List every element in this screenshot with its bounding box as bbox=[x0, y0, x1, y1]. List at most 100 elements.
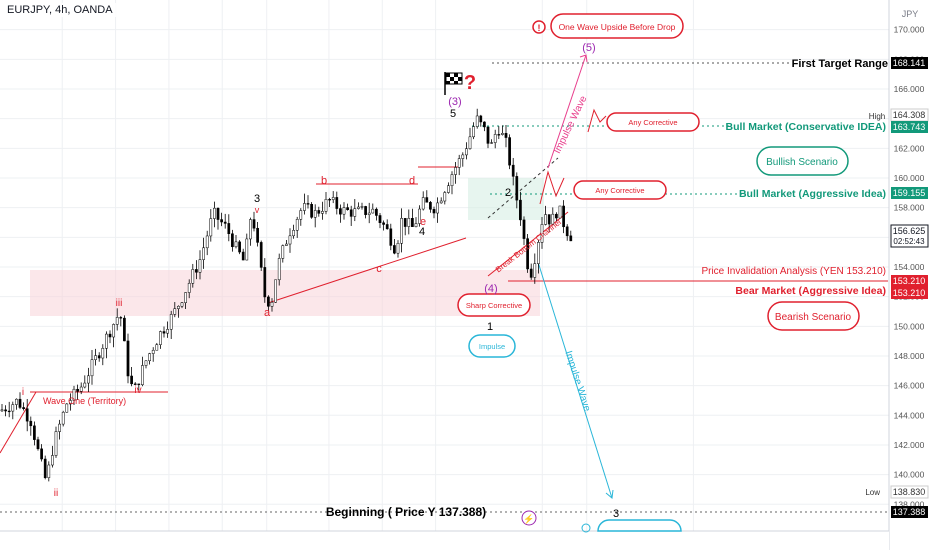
level-label-invalidation: Price Invalidation Analysis (YEN 153.210… bbox=[701, 266, 886, 277]
candle-body bbox=[403, 218, 407, 227]
callout-any-corrective-1-text: Any Corrective bbox=[628, 118, 677, 127]
level-label-aggressive: Bull Market (Aggressive Idea) bbox=[739, 188, 886, 200]
candle-body bbox=[94, 355, 97, 360]
level-label-beginning: Beginning ( Price Y 137.388) bbox=[326, 505, 486, 519]
candle-body bbox=[382, 222, 385, 225]
candle-body bbox=[324, 199, 328, 212]
impulse-down-head bbox=[605, 489, 614, 499]
alert-icon-glyph: ! bbox=[538, 23, 541, 33]
candle-body bbox=[497, 134, 501, 136]
candle-body bbox=[112, 324, 115, 338]
callout-bearish-text: Bearish Scenario bbox=[775, 312, 852, 323]
candle-body bbox=[558, 205, 562, 219]
candle-body bbox=[529, 268, 533, 278]
candle-body bbox=[241, 251, 245, 261]
candle-body bbox=[281, 245, 285, 259]
candle-body bbox=[299, 210, 303, 220]
countdown-value: 02:52:43 bbox=[893, 237, 925, 246]
wave-marker-v: v bbox=[255, 205, 260, 215]
candle-body bbox=[475, 115, 479, 127]
candle-body bbox=[285, 243, 288, 246]
candle-body bbox=[353, 208, 357, 217]
badge-conservative-value: 163.743 bbox=[893, 122, 926, 132]
callout-any-corrective-2 bbox=[573, 180, 667, 200]
candle-body bbox=[173, 308, 177, 315]
candle-body bbox=[378, 215, 382, 223]
wave-label-p5: (5) bbox=[582, 42, 595, 54]
candle-body bbox=[90, 359, 94, 377]
candle-body bbox=[310, 204, 313, 218]
candle-body bbox=[169, 314, 173, 330]
candle-body bbox=[411, 218, 414, 227]
badge-invalidation-value: 153.210 bbox=[893, 276, 926, 286]
candle-body bbox=[421, 197, 425, 210]
candle-body bbox=[223, 221, 227, 224]
impulse-down-arrow bbox=[537, 261, 613, 499]
candle-body bbox=[357, 206, 360, 209]
candle-body bbox=[4, 409, 7, 412]
candle-body bbox=[101, 348, 105, 359]
candle-body bbox=[155, 344, 159, 351]
callout-bullish bbox=[756, 146, 849, 176]
candle-body bbox=[58, 423, 61, 432]
candle-body bbox=[0, 409, 4, 412]
wave-label-iv: iv bbox=[134, 385, 141, 396]
wave-one-trend bbox=[0, 391, 37, 454]
candle-body bbox=[493, 134, 497, 143]
zigzag-corrective-1 bbox=[587, 108, 607, 133]
lightning-icon-glyph: ⚡ bbox=[523, 513, 534, 525]
candle-body bbox=[393, 245, 396, 254]
candle-body bbox=[565, 226, 569, 237]
candle-body bbox=[198, 259, 202, 273]
candle-body bbox=[267, 296, 270, 307]
candle-body bbox=[292, 230, 295, 237]
candle-body bbox=[259, 242, 263, 268]
badge-bear-value: 153.210 bbox=[893, 288, 926, 298]
candle-body bbox=[504, 133, 508, 138]
y-tick-label: 140.000 bbox=[894, 470, 925, 480]
level-label-target: First Target Range bbox=[792, 58, 888, 70]
candle-body bbox=[205, 235, 209, 249]
candle-body bbox=[187, 283, 191, 293]
wave-label-2: 2 bbox=[505, 187, 511, 199]
y-tick-label: 144.000 bbox=[894, 410, 925, 420]
candle-body bbox=[544, 214, 547, 225]
candle-body bbox=[245, 238, 249, 261]
candle-body bbox=[216, 207, 220, 220]
candle-body bbox=[162, 331, 166, 334]
badge-target-value: 168.141 bbox=[893, 58, 926, 68]
lightning-icon[interactable] bbox=[521, 510, 537, 526]
candle-body bbox=[33, 425, 36, 440]
callout-any-corrective-2-text: Any Corrective bbox=[595, 186, 644, 195]
candle-body bbox=[166, 329, 169, 334]
candle-body bbox=[43, 458, 47, 478]
candle-body bbox=[61, 411, 65, 425]
badge-low-value: 138.830 bbox=[893, 487, 926, 497]
wave-label-c: c bbox=[376, 263, 382, 275]
candle-body bbox=[119, 317, 123, 319]
low-label: Low bbox=[865, 488, 880, 497]
wave-label-iii: iii bbox=[116, 298, 123, 309]
candle-body bbox=[533, 263, 537, 278]
candle-body bbox=[249, 219, 252, 240]
candle-body bbox=[7, 410, 11, 413]
zigzag-corrective-2 bbox=[539, 170, 565, 205]
checkered-flag-icon bbox=[444, 72, 463, 95]
candle-body bbox=[465, 148, 468, 156]
candle-body bbox=[331, 197, 335, 200]
candle-body bbox=[306, 203, 310, 205]
candle-body bbox=[551, 213, 555, 225]
x-axis-band bbox=[0, 531, 889, 550]
candle-body bbox=[461, 154, 465, 159]
symbol-label[interactable]: EURJPY, 4h, OANDA bbox=[4, 3, 116, 17]
badge-invalidation bbox=[891, 275, 928, 287]
candle-body bbox=[540, 224, 544, 243]
candle-body bbox=[400, 218, 403, 244]
candle-body bbox=[562, 205, 565, 228]
candle-body bbox=[87, 375, 90, 384]
wave-label-p4: (4) bbox=[484, 283, 497, 295]
candle-body bbox=[519, 199, 522, 221]
badge-beginning bbox=[891, 506, 928, 518]
candle-body bbox=[256, 227, 259, 243]
